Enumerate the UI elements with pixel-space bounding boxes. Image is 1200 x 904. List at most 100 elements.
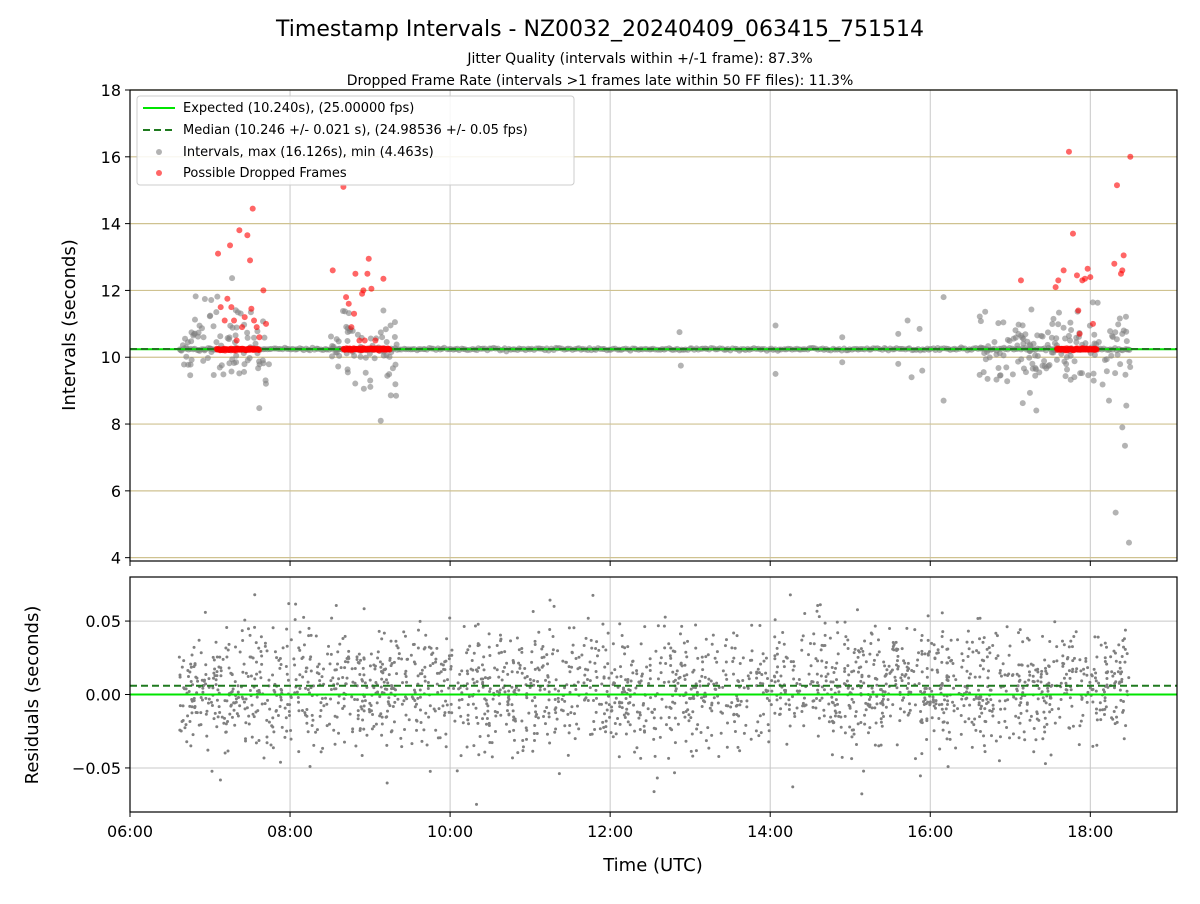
residual-point [531,749,535,753]
residual-point [186,675,190,679]
residual-point [700,674,704,678]
residual-point [185,740,189,744]
residual-point [884,705,888,709]
residual-point [621,687,625,691]
residual-point [248,633,252,637]
residual-point [487,632,491,636]
residual-point [590,646,594,650]
residual-point [475,716,479,720]
residual-point [843,714,847,718]
intervals-ytick-label: 4 [111,549,121,568]
residual-point [719,710,723,714]
residual-point [1043,658,1047,662]
residual-point [1023,680,1027,684]
residual-point [874,721,878,725]
residual-point [557,689,561,693]
residual-point [512,738,516,742]
residual-point [244,721,248,725]
residual-point [824,679,828,683]
residual-point [348,712,352,716]
residual-point [1099,643,1103,647]
residual-point [879,743,883,747]
residual-point [243,737,247,741]
dropped-frame-point [1060,267,1067,274]
residual-point [393,700,397,704]
residual-point [940,660,944,664]
residual-point [1064,681,1068,685]
residual-point [1043,762,1047,766]
residual-point [978,616,982,620]
interval-point [232,332,239,339]
residual-point [510,703,514,707]
residual-point [836,702,840,706]
residual-point [537,630,541,634]
residual-point [610,671,614,675]
interval-point [986,354,993,361]
interval-point [1062,373,1069,380]
interval-point [1119,424,1126,431]
residual-point [317,662,321,666]
chart-subtitle-dropped: Dropped Frame Rate (intervals >1 frames … [347,73,854,89]
residual-point [241,670,245,674]
residual-point [404,669,408,673]
residual-point [1070,670,1074,674]
interval-point [185,361,192,368]
residual-point [679,662,683,666]
residual-point [338,642,342,646]
residual-point [243,707,247,711]
residual-point [806,653,810,657]
residual-point [455,769,459,773]
residual-point [406,657,410,661]
residual-point [595,640,599,644]
residual-point [614,696,618,700]
residual-point [981,698,985,702]
residual-point [259,635,263,639]
residual-point [358,727,362,731]
residual-point [190,653,194,657]
residual-point [1082,667,1086,671]
residual-point [380,677,384,681]
interval-point [1050,315,1057,322]
residual-point [1040,690,1044,694]
residual-point [499,713,503,717]
residual-point [466,718,470,722]
residual-point [622,713,626,717]
residual-point [1067,726,1071,730]
residual-point [516,751,520,755]
residual-point [900,647,904,651]
residual-point [833,666,837,670]
residual-point [362,607,366,611]
residual-point [588,733,592,737]
residual-point [229,703,233,707]
residual-point [523,667,527,671]
residual-point [346,660,350,664]
residual-point [669,656,673,660]
residual-point [738,662,742,666]
residual-point [820,659,824,663]
residual-point [563,699,567,703]
residual-point [497,675,501,679]
residual-point [253,593,257,597]
residual-point [246,627,250,631]
interval-point [218,362,225,369]
residual-point [449,702,453,706]
residual-point [353,698,357,702]
dropped-frame-point [372,337,379,344]
residual-point [715,681,719,685]
residual-point [673,701,677,705]
residual-point [800,638,804,642]
residual-point [604,725,608,729]
residual-point [646,707,650,711]
residual-point [1003,699,1007,703]
residual-point [773,657,777,661]
residual-point [189,662,193,666]
residual-point [731,659,735,663]
residual-point [301,655,305,659]
residual-point [397,652,401,656]
residual-point [770,679,774,683]
residual-point [319,701,323,705]
residual-point [188,719,192,723]
residual-point [533,695,537,699]
residual-point [436,736,440,740]
residual-point [411,642,415,646]
